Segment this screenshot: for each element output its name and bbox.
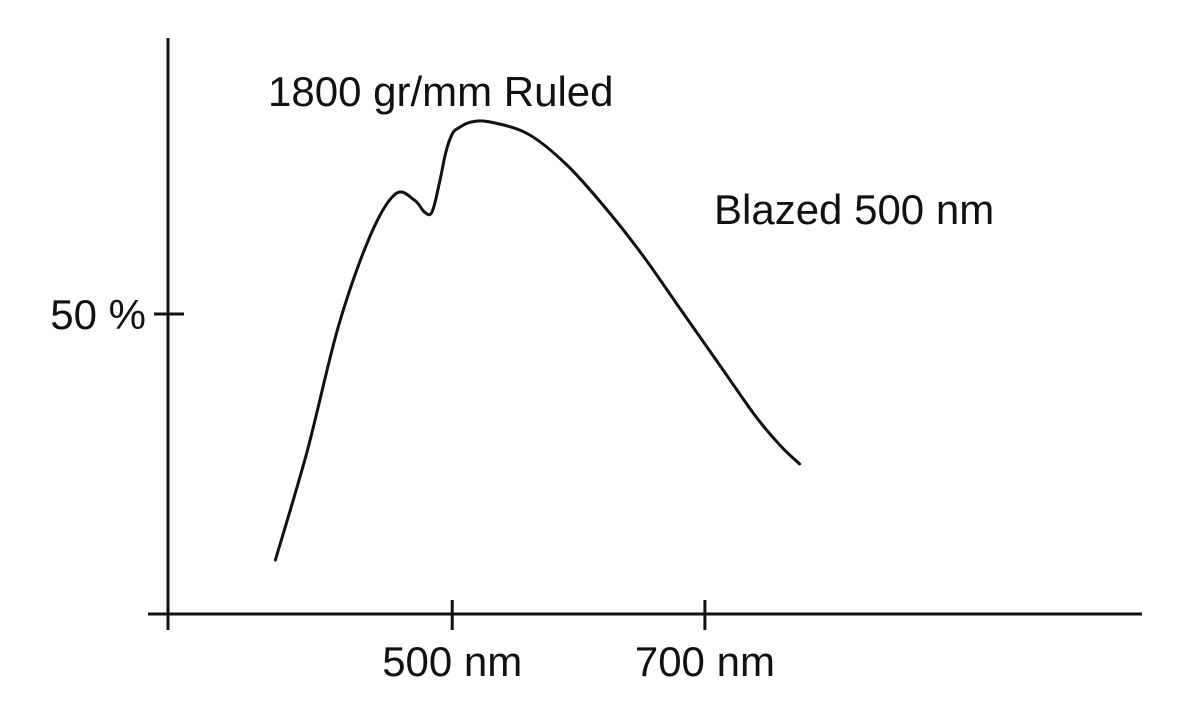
- x-tick-label-1: 700 nm: [635, 638, 775, 685]
- annotation-grating: 1800 gr/mm Ruled: [268, 68, 614, 115]
- y-tick-label-0: 50 %: [50, 291, 146, 338]
- efficiency-curve: [273, 119, 802, 562]
- annotation-blaze: Blazed 500 nm: [714, 186, 994, 233]
- tick-group: 500 nm 700 nm 50 %: [50, 291, 775, 685]
- x-tick-label-0: 500 nm: [382, 638, 522, 685]
